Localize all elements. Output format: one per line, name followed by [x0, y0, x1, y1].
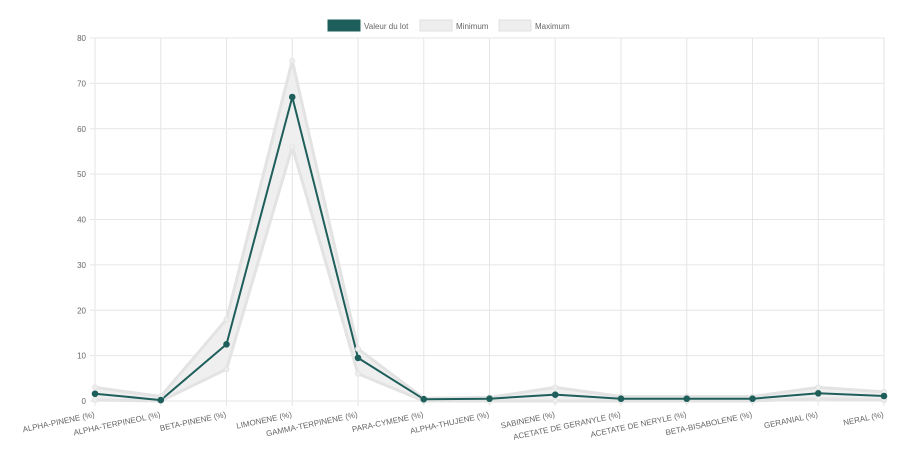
y-tick-label: 10 — [77, 352, 86, 361]
valeur-du-lot-point[interactable] — [551, 391, 559, 398]
legend-swatch — [419, 19, 453, 32]
maximum-point[interactable] — [289, 57, 296, 64]
y-tick-label: 30 — [77, 261, 86, 270]
x-axis: ALPHA-PINENE (%)ALPHA-TERPINEOL (%)BETA-… — [22, 410, 885, 442]
legend-label: Minimum — [456, 22, 489, 31]
valeur-du-lot-point[interactable] — [749, 395, 756, 403]
minimum-point[interactable] — [815, 395, 822, 402]
legend-item[interactable]: Minimum — [419, 19, 489, 32]
valeur-du-lot-point[interactable] — [486, 395, 493, 403]
maximum-point[interactable] — [552, 384, 559, 391]
y-tick-label: 40 — [77, 216, 86, 225]
y-tick-label: 50 — [77, 170, 86, 179]
legend-label: Valeur du lot — [364, 22, 409, 31]
maximum-point[interactable] — [223, 316, 230, 323]
y-tick-label: 80 — [77, 34, 86, 43]
y-tick-label: 0 — [82, 397, 87, 406]
valeur-du-lot-point[interactable] — [880, 392, 888, 400]
x-tick-label: BETA-PINENE (%) — [159, 410, 227, 433]
maximum-point[interactable] — [815, 384, 822, 391]
legend-swatch — [498, 19, 532, 32]
minimum-point[interactable] — [289, 143, 296, 150]
minimum-point[interactable] — [552, 398, 559, 404]
minimum-point[interactable] — [223, 366, 230, 373]
series-points — [91, 57, 888, 404]
maximum-point[interactable] — [355, 345, 361, 352]
y-tick-label: 60 — [77, 125, 86, 134]
minimum-point[interactable] — [92, 397, 98, 404]
y-tick-label: 70 — [77, 79, 86, 88]
valeur-du-lot-point[interactable] — [157, 396, 165, 404]
y-axis: 0 10 20 30 40 50 60 70 80 — [77, 34, 86, 406]
valeur-du-lot-point[interactable] — [223, 340, 230, 348]
valeur-du-lot-point[interactable] — [420, 395, 428, 403]
legend-item[interactable]: Maximum — [498, 19, 570, 32]
valeur-du-lot-point[interactable] — [683, 395, 691, 403]
valeur-du-lot-point[interactable] — [288, 93, 296, 101]
legend: Valeur du lot Minimum Maximum — [327, 19, 570, 32]
legend-label: Maximum — [535, 22, 570, 31]
minimum-point[interactable] — [355, 370, 361, 377]
valeur-du-lot-point[interactable] — [354, 354, 362, 362]
legend-swatch — [327, 19, 361, 32]
y-tick-label: 20 — [77, 306, 86, 315]
x-tick-label: GERANIAL (%) — [763, 410, 819, 430]
valeur-du-lot-point[interactable] — [814, 389, 822, 397]
x-tick-label: NERAL (%) — [842, 410, 884, 427]
valeur-du-lot-point[interactable] — [617, 395, 625, 403]
valeur-du-lot-point[interactable] — [91, 390, 99, 398]
legend-item[interactable]: Valeur du lot — [327, 19, 409, 32]
maximum-point[interactable] — [92, 384, 98, 391]
